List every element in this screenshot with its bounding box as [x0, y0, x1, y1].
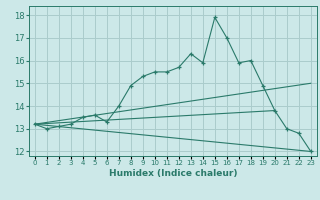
- X-axis label: Humidex (Indice chaleur): Humidex (Indice chaleur): [108, 169, 237, 178]
